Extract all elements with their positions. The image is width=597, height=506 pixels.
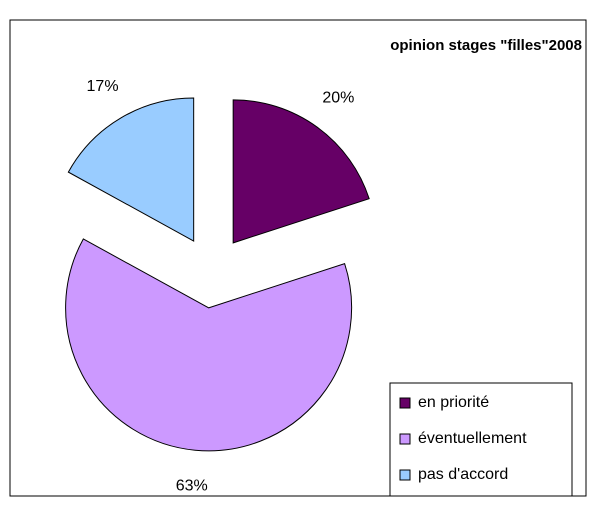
chart-title: opinion stages "filles"2008: [390, 37, 582, 54]
legend-swatch: [399, 433, 411, 445]
legend-label: pas d'accord: [418, 466, 508, 483]
legend-label: en priorité: [418, 394, 489, 411]
slice-label: 63%: [176, 477, 208, 494]
slice-label: 20%: [322, 89, 354, 106]
pie-slice: [67, 97, 195, 242]
legend-box: [389, 382, 573, 497]
legend-label: éventuellement: [418, 430, 527, 447]
legend-swatch: [399, 469, 411, 481]
pie-slice: [232, 99, 370, 244]
pie-slice: [65, 238, 353, 452]
slice-label: 17%: [87, 78, 119, 95]
legend-swatch: [399, 397, 411, 409]
